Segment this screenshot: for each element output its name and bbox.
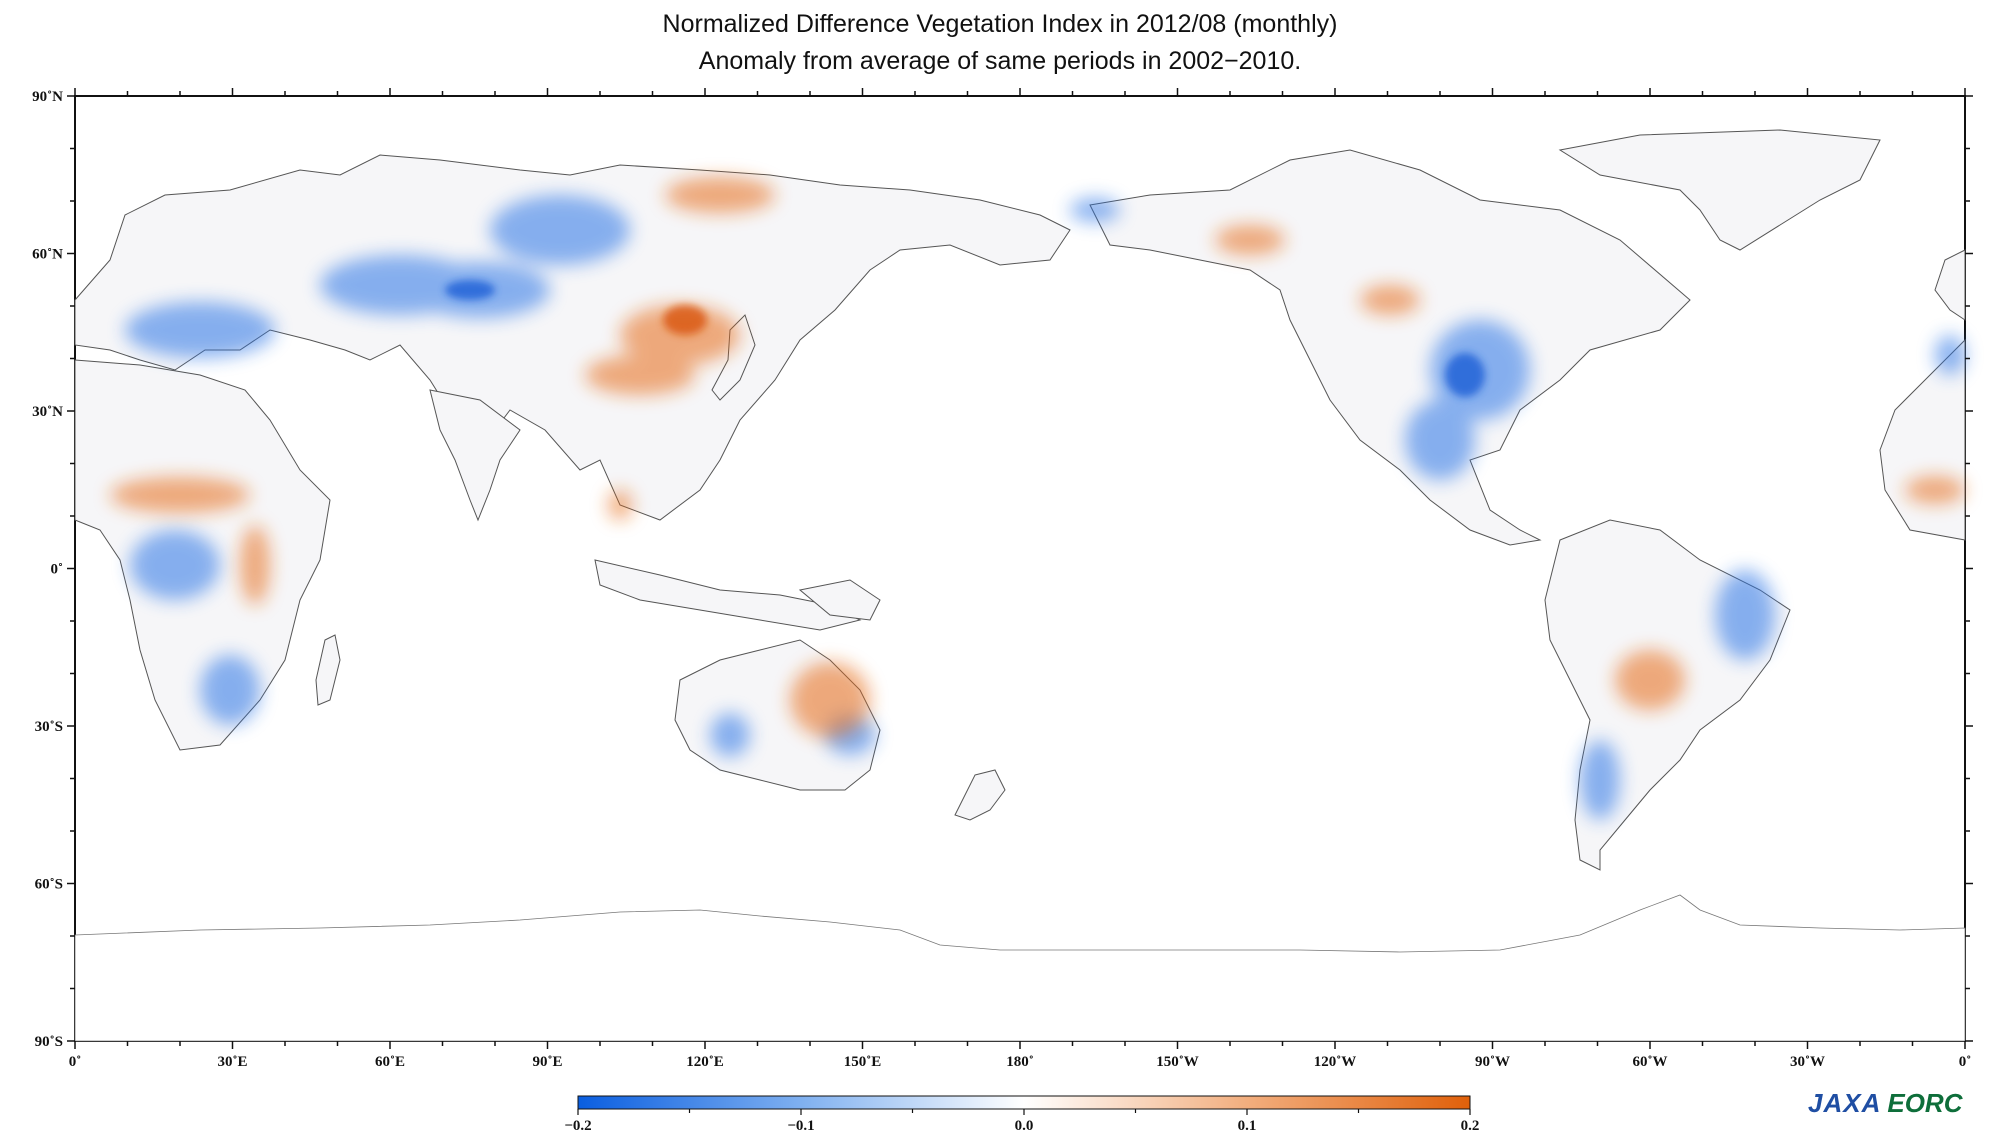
anomaly-strong-patches xyxy=(445,280,1485,397)
lon-label: 0˚ xyxy=(1959,1054,1972,1070)
colorbar: −0.2 −0.1 0.0 0.1 0.2 xyxy=(564,1095,1479,1134)
land-new-zealand xyxy=(954,769,1006,821)
anomaly-orange-patches xyxy=(110,177,1965,738)
lon-label: 30˚W xyxy=(1790,1054,1825,1070)
lon-label: 150˚W xyxy=(1156,1054,1199,1070)
lat-label: 90˚N xyxy=(32,89,63,105)
lon-label: 30˚E xyxy=(218,1054,248,1070)
lon-label: 120˚W xyxy=(1314,1054,1357,1070)
land-new-guinea xyxy=(798,579,881,621)
colorbar-label: −0.1 xyxy=(787,1118,814,1134)
land-madagascar xyxy=(315,634,341,706)
lon-label: 60˚W xyxy=(1633,1054,1668,1070)
lon-label: 60˚E xyxy=(375,1054,405,1070)
axis-ticks xyxy=(67,88,1973,1049)
lat-label: 60˚S xyxy=(35,877,63,893)
colorbar-gradient xyxy=(577,1095,1471,1110)
lat-label: 60˚N xyxy=(32,247,63,263)
lon-label: 120˚E xyxy=(686,1054,724,1070)
lon-label: 150˚E xyxy=(844,1054,882,1070)
land-antarctica xyxy=(74,894,1966,1042)
longitude-labels: 0˚ 30˚E 60˚E 90˚E 120˚E 150˚E 180˚ 150˚W 120˚W 90… xyxy=(69,1054,1972,1070)
lon-label: 0˚ xyxy=(69,1054,82,1070)
logo-jaxa: JAXA xyxy=(1808,1088,1882,1118)
land-japan xyxy=(711,314,756,401)
land-greenland xyxy=(1558,129,1881,251)
logo-eorc: EORC xyxy=(1887,1088,1963,1118)
land-indonesia xyxy=(594,559,862,631)
latitude-labels: 90˚N 60˚N 30˚N 0˚ 30˚S 60˚S 90˚S xyxy=(32,89,63,1050)
colorbar-label: 0.0 xyxy=(1015,1118,1034,1134)
lat-label: 0˚ xyxy=(51,562,64,578)
lat-label: 30˚S xyxy=(35,719,63,735)
colorbar-label: 0.2 xyxy=(1461,1118,1480,1134)
lat-label: 90˚S xyxy=(35,1034,63,1050)
colorbar-label: −0.2 xyxy=(564,1118,591,1134)
lon-label: 180˚ xyxy=(1006,1054,1034,1070)
lat-label: 30˚N xyxy=(32,404,63,420)
colorbar-labels: −0.2 −0.1 0.0 0.1 0.2 xyxy=(564,1118,1479,1134)
lon-label: 90˚E xyxy=(533,1054,563,1070)
chart-subtitle: Anomaly from average of same periods in … xyxy=(698,47,1302,75)
land-india xyxy=(429,389,521,522)
colorbar-label: 0.1 xyxy=(1238,1118,1257,1134)
land-europe-right xyxy=(1934,249,1966,321)
land-eurasia xyxy=(74,154,1071,521)
lon-label: 90˚W xyxy=(1475,1054,1510,1070)
colorbar-ticks xyxy=(577,1109,1471,1115)
jaxa-eorc-logo: JAXA EORC xyxy=(1808,1088,1962,1119)
chart-title: Normalized Difference Vegetation Index i… xyxy=(662,10,1338,38)
